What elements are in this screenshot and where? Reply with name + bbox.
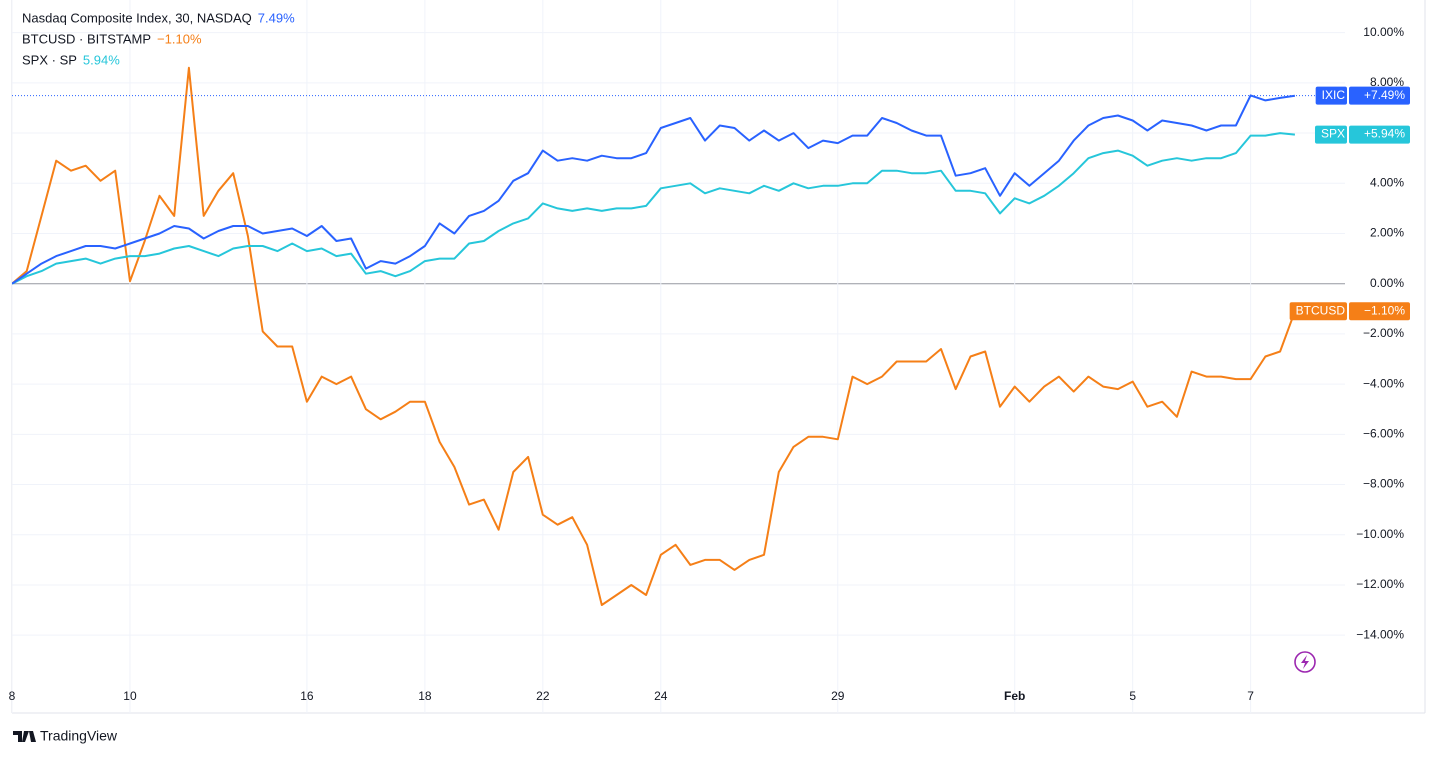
- tag-value-box: [1349, 86, 1410, 105]
- tag-symbol-box: [1315, 86, 1347, 105]
- legend-entry[interactable]: BTCUSD · BITSTAMP −1.10%: [22, 31, 202, 46]
- x-tick-label: 8: [9, 689, 16, 703]
- y-tick-label: 10.00%: [1363, 25, 1404, 39]
- x-tick-label: 7: [1247, 689, 1254, 703]
- brand-name: TradingView: [40, 728, 118, 744]
- y-tick-label: −4.00%: [1363, 376, 1404, 390]
- price-tag: IXIC +7.49%: [1315, 86, 1410, 105]
- y-tick-label: −6.00%: [1363, 426, 1404, 440]
- y-tick-label: −8.00%: [1363, 477, 1404, 491]
- y-tick-label: 2.00%: [1370, 226, 1404, 240]
- tag-symbol: BTCUSD: [1296, 303, 1346, 317]
- tag-value-box: [1349, 125, 1410, 144]
- tag-symbol-box: [1314, 125, 1347, 144]
- y-tick-label: 0.00%: [1370, 276, 1404, 290]
- tag-value-box: [1349, 302, 1410, 321]
- lightning-icon: [1294, 651, 1316, 673]
- x-tick-label: 16: [300, 689, 314, 703]
- tag-value: +5.94%: [1364, 127, 1405, 141]
- lightning-icon: [1301, 655, 1309, 669]
- y-tick-label: 4.00%: [1370, 175, 1404, 189]
- legend-name: Nasdaq Composite Index, 30, NASDAQ: [22, 10, 252, 25]
- y-tick-label: 8.00%: [1370, 75, 1404, 89]
- legend-value: −1.10%: [157, 31, 202, 46]
- legend-name: SPX · SP: [22, 52, 77, 67]
- x-tick-label: 5: [1129, 689, 1136, 703]
- legend-value: 5.94%: [83, 52, 120, 67]
- legend-entry[interactable]: Nasdaq Composite Index, 30, NASDAQ 7.49%: [22, 10, 295, 25]
- price-tag: BTCUSD −1.10%: [1289, 302, 1410, 321]
- series-line: [12, 66, 1296, 606]
- brand[interactable]: TradingView: [13, 728, 118, 744]
- x-tick-label: 24: [654, 689, 668, 703]
- y-tick-label: −10.00%: [1356, 527, 1404, 541]
- y-tick-label: −12.00%: [1356, 577, 1404, 591]
- y-tick-label: −2.00%: [1363, 326, 1404, 340]
- x-tick-label: 29: [831, 689, 845, 703]
- brand-logo: [13, 731, 36, 742]
- lightning-button[interactable]: [1294, 651, 1316, 673]
- price-tag: SPX +5.94%: [1314, 125, 1410, 144]
- series-line: [12, 132, 1296, 285]
- tag-symbol: SPX: [1321, 127, 1345, 141]
- x-tick-label: 10: [123, 689, 137, 703]
- tag-value: −1.10%: [1364, 303, 1405, 317]
- y-tick-label: −14.00%: [1356, 627, 1404, 641]
- tag-value: +7.49%: [1364, 88, 1405, 102]
- tag-symbol: IXIC: [1322, 88, 1346, 102]
- legend-value: 7.49%: [258, 10, 295, 25]
- x-tick-label: 18: [418, 689, 432, 703]
- tag-symbol-box: [1289, 302, 1347, 321]
- legend-entry[interactable]: SPX · SP 5.94%: [22, 52, 120, 67]
- series-line: [12, 94, 1296, 285]
- x-tick-label: 22: [536, 689, 550, 703]
- legend-name: BTCUSD · BITSTAMP: [22, 31, 151, 46]
- x-tick-label: Feb: [1004, 689, 1025, 703]
